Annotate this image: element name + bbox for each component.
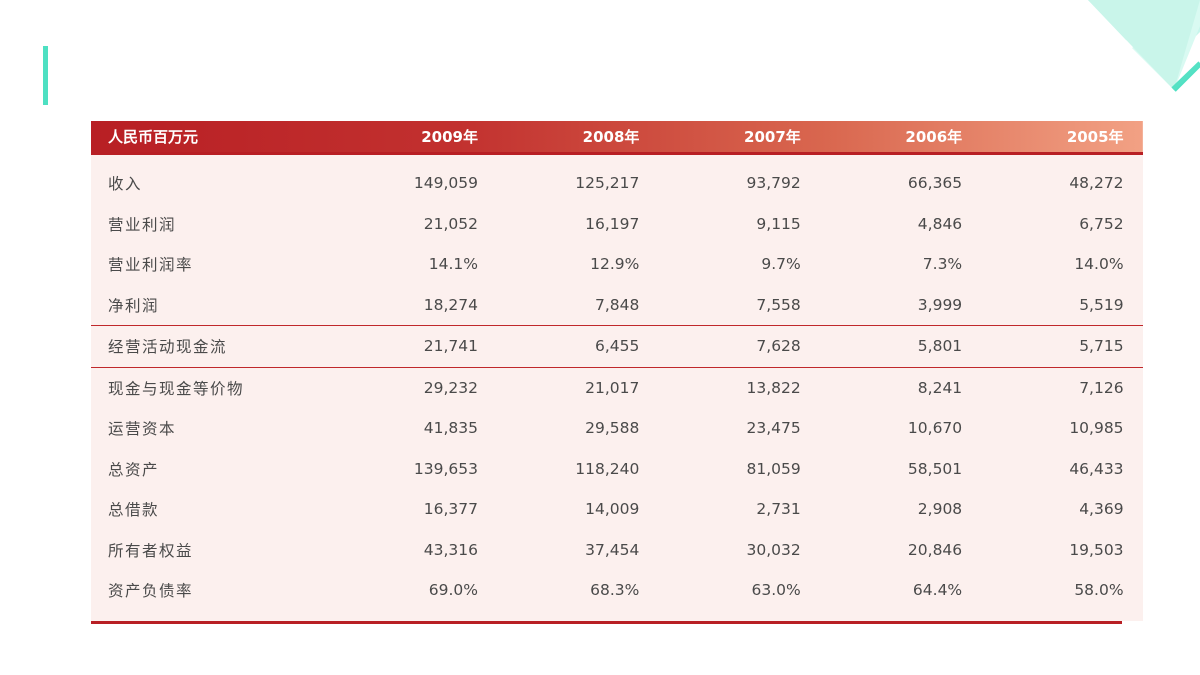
header-cell-2005: 2005年 (981, 121, 1143, 155)
table-cell: 7,628 (658, 325, 820, 367)
table-row: 经营活动现金流 21,741 6,455 7,628 5,801 5,715 (91, 325, 1143, 367)
table-cell: 3,999 (917, 295, 963, 314)
row-label: 营业利润 (108, 215, 177, 234)
corner-decoration (1088, 0, 1200, 92)
table-row: 收入 149,059 125,217 93,792 66,365 48,272 (91, 154, 1143, 204)
table-cell: 9.7% (761, 255, 801, 274)
table-cell: 93,792 (746, 174, 801, 193)
table-cell: 14.0% (1074, 255, 1124, 274)
table-cell: 43,316 (423, 540, 478, 559)
table-row: 营业利润 21,052 16,197 9,115 4,846 6,752 (91, 204, 1143, 245)
row-label: 净利润 (108, 296, 160, 315)
table-row: 总借款 16,377 14,009 2,731 2,908 4,369 (91, 489, 1143, 530)
table-cell: 7,558 (756, 295, 801, 314)
table-row: 营业利润率 14.1% 12.9% 9.7% 7.3% 14.0% (91, 244, 1143, 285)
row-label: 收入 (108, 175, 143, 194)
table-cell: 16,197 (585, 214, 640, 233)
table-bottom-rule (91, 620, 1122, 624)
table-cell: 5,519 (1079, 295, 1124, 314)
table-cell: 6,752 (1079, 214, 1124, 233)
header-cell-2009: 2009年 (315, 121, 497, 155)
table-cell: 19,503 (1069, 540, 1124, 559)
table-cell: 46,433 (1069, 459, 1124, 478)
table-row: 资产负债率 69.0% 68.3% 63.0% 64.4% 58.0% (91, 570, 1143, 621)
table-row: 总资产 139,653 118,240 81,059 58,501 46,433 (91, 449, 1143, 490)
header-cell-2008: 2008年 (497, 121, 659, 155)
table-cell: 20,846 (907, 540, 963, 559)
table-cell: 5,715 (981, 325, 1143, 367)
table-cell: 41,835 (423, 419, 478, 438)
table-cell: 21,017 (497, 366, 659, 408)
row-label: 营业利润率 (108, 256, 194, 275)
table-body: 收入 149,059 125,217 93,792 66,365 48,272 … (91, 153, 1143, 621)
row-label: 总资产 (108, 460, 160, 479)
table-cell: 4,369 (1079, 500, 1124, 519)
table-cell: 14,009 (585, 500, 640, 519)
table-cell: 64.4% (912, 581, 963, 600)
table-header: 人民币百万元 2009年 2008年 2007年 2006年 2005年 (91, 121, 1143, 155)
table-cell: 149,059 (413, 174, 478, 193)
table-cell: 58.0% (1074, 581, 1124, 600)
table-cell: 68.3% (590, 581, 640, 600)
table-cell: 7.3% (922, 255, 963, 274)
table-row: 运营资本 41,835 29,588 23,475 10,670 10,985 (91, 408, 1143, 449)
row-label: 经营活动现金流 (91, 325, 315, 367)
table-cell: 29,588 (585, 419, 640, 438)
financial-table: 人民币百万元 2009年 2008年 2007年 2006年 2005年 收入 … (91, 121, 1143, 621)
table-cell: 21,741 (315, 325, 497, 367)
title-accent-bar (43, 46, 48, 105)
table-cell: 10,985 (1069, 419, 1124, 438)
header-cell-2007: 2007年 (658, 121, 820, 155)
table-cell: 66,365 (907, 174, 963, 193)
header-cell-unit: 人民币百万元 (91, 121, 315, 155)
table-cell: 2,908 (917, 500, 963, 519)
financial-table-container: 人民币百万元 2009年 2008年 2007年 2006年 2005年 收入 … (91, 121, 1143, 624)
header-cell-2006: 2006年 (819, 121, 982, 155)
table-cell: 139,653 (413, 459, 478, 478)
table-cell: 7,126 (981, 366, 1143, 408)
table-cell: 21,052 (423, 214, 478, 233)
table-cell: 13,822 (658, 366, 820, 408)
table-row: 净利润 18,274 7,848 7,558 3,999 5,519 (91, 285, 1143, 326)
row-label: 总借款 (108, 501, 160, 520)
table-cell: 2,731 (756, 500, 801, 519)
table-cell: 63.0% (751, 581, 801, 600)
table-cell: 58,501 (907, 459, 963, 478)
table-cell: 12.9% (590, 255, 640, 274)
table-cell: 9,115 (756, 214, 801, 233)
row-label: 现金与现金等价物 (91, 366, 315, 408)
table-cell: 118,240 (575, 459, 640, 478)
table-cell: 6,455 (497, 325, 659, 367)
table-cell: 23,475 (746, 419, 801, 438)
table-cell: 125,217 (575, 174, 640, 193)
table-cell: 37,454 (585, 540, 640, 559)
table-cell: 7,848 (595, 295, 640, 314)
row-label: 资产负债率 (108, 582, 194, 601)
table-cell: 29,232 (315, 366, 497, 408)
table-cell: 4,846 (917, 214, 963, 233)
table-row: 所有者权益 43,316 37,454 30,032 20,846 19,503 (91, 530, 1143, 571)
table-cell: 8,241 (819, 366, 982, 408)
table-cell: 69.0% (428, 581, 478, 600)
table-cell: 14.1% (428, 255, 478, 274)
table-cell: 5,801 (819, 325, 982, 367)
table-cell: 30,032 (746, 540, 801, 559)
table-cell: 18,274 (423, 295, 478, 314)
table-cell: 16,377 (423, 500, 478, 519)
header-row: 人民币百万元 2009年 2008年 2007年 2006年 2005年 (91, 121, 1143, 155)
table-cell: 10,670 (907, 419, 963, 438)
row-label: 运营资本 (108, 420, 177, 439)
table-cell: 48,272 (1069, 174, 1124, 193)
table-row: 现金与现金等价物 29,232 21,017 13,822 8,241 7,12… (91, 366, 1143, 408)
table-cell: 81,059 (746, 459, 801, 478)
row-label: 所有者权益 (108, 541, 194, 560)
